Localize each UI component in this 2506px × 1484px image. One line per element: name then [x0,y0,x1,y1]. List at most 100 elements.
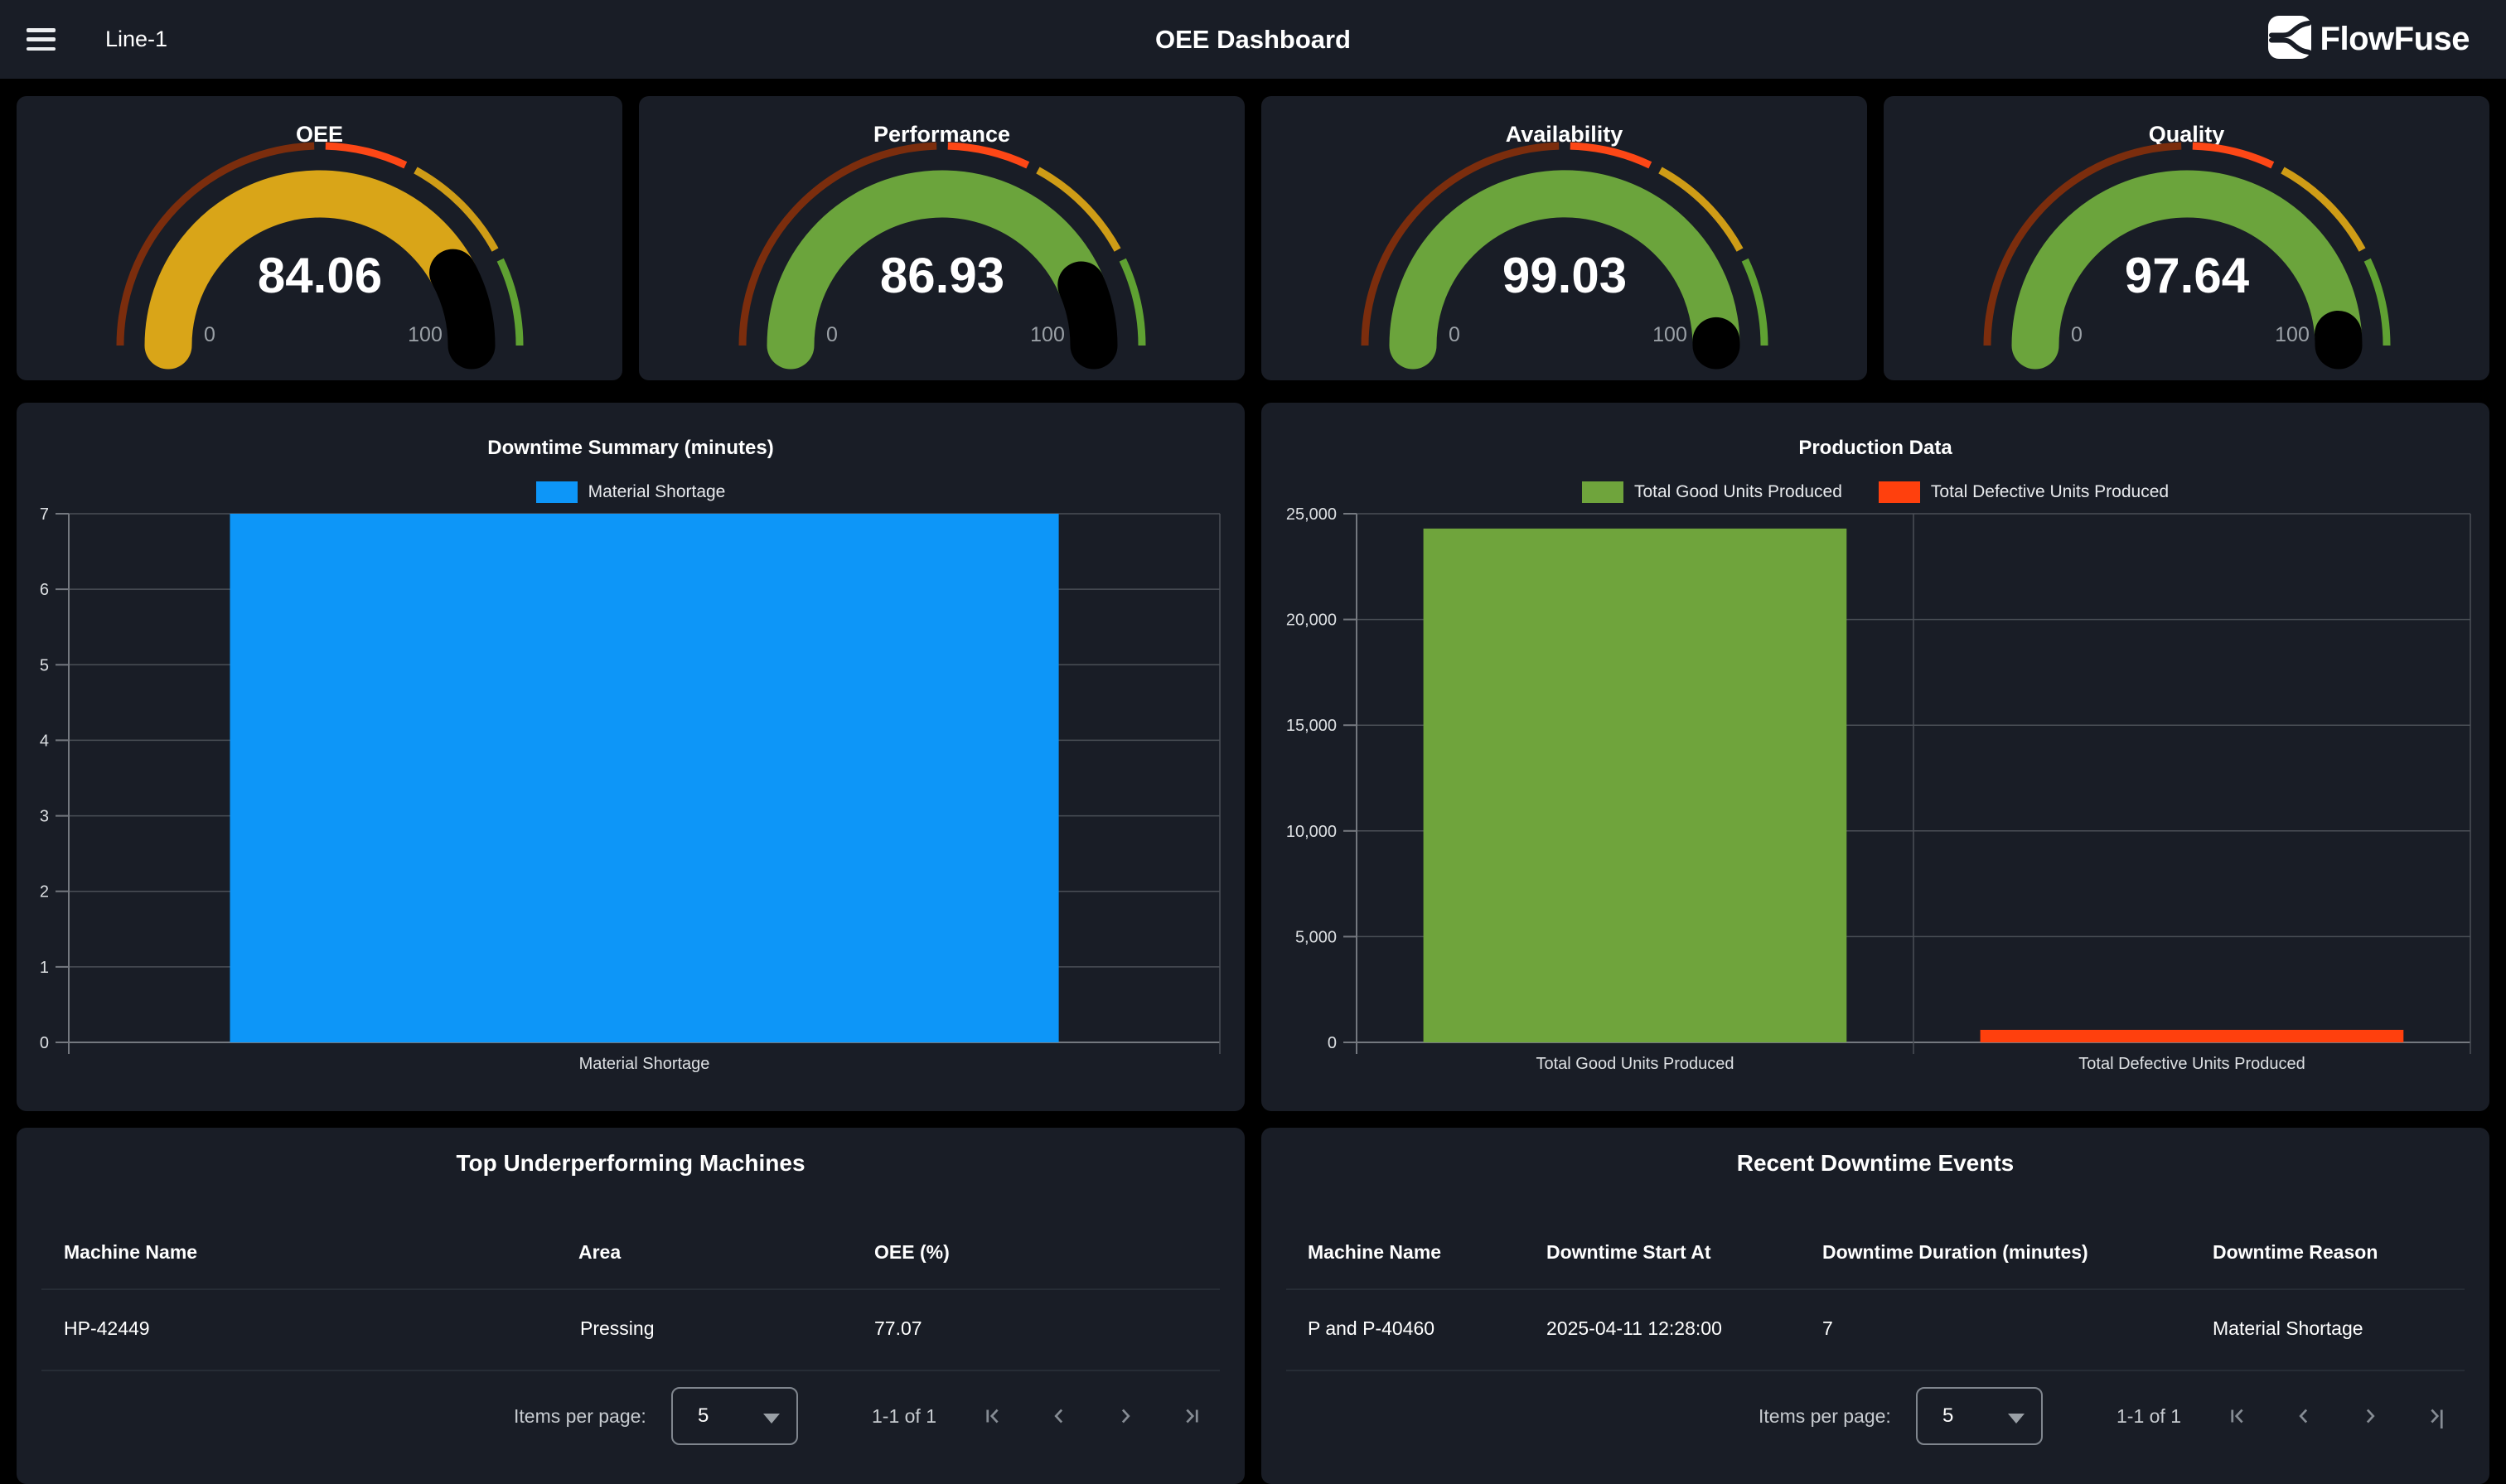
availability-gauge: 99.03 0 100 [1261,138,1867,380]
svg-text:15,000: 15,000 [1286,717,1337,735]
production-data-card: Production Data Total Good Units Produce… [1261,403,2489,1111]
recent-downtime-events-card: Recent Downtime Events Machine Name Down… [1261,1128,2489,1484]
svg-text:7: 7 [40,505,49,524]
menu-icon[interactable] [27,28,56,51]
page-title: OEE Dashboard [1155,25,1351,54]
cell-machine-name: HP-42449 [64,1317,150,1339]
flowfuse-logo[interactable]: FlowFuse [2267,0,2470,79]
column-header-area: Area [578,1241,622,1263]
gauge-card-quality: Quality 97.64 0 100 [1884,96,2489,380]
gauge-title: Availability [1505,122,1623,147]
quality-gauge: 97.64 0 100 [1884,138,2489,380]
items-per-page-label: Items per page: [1759,1404,1891,1427]
column-header-machine-name: Machine Name [1308,1241,1442,1263]
svg-text:0: 0 [40,1034,49,1052]
table-title: Top Underperforming Machines [456,1150,806,1176]
gauge-title: Performance [873,122,1011,147]
gauge-title: OEE [295,122,344,147]
cell-downtime-start: 2025-04-11 12:28:00 [1546,1317,1722,1339]
svg-text:97.64: 97.64 [2124,248,2249,303]
chart-legend: Total Good Units Produced Total Defectiv… [1261,481,2489,503]
svg-text:20,000: 20,000 [1286,611,1337,630]
column-header-oee-pct: OEE (%) [874,1241,950,1263]
legend-label: Material Shortage [588,482,726,501]
table-pagination: Items per page: 5 1-1 of 1 [1261,1387,2489,1453]
svg-text:0: 0 [1449,323,1460,346]
svg-text:25,000: 25,000 [1286,505,1337,524]
svg-text:99.03: 99.03 [1502,248,1626,303]
performance-gauge: 86.93 0 100 [639,138,1245,380]
next-page-icon[interactable] [1113,1404,1138,1428]
svg-text:Total Good Units Produced: Total Good Units Produced [1536,1055,1734,1073]
cell-oee-pct: 77.07 [874,1317,922,1339]
svg-text:5,000: 5,000 [1295,928,1337,946]
svg-text:84.06: 84.06 [257,248,381,303]
svg-text:100: 100 [1030,323,1065,346]
gauge-title: Quality [2148,122,2225,147]
svg-text:100: 100 [408,323,443,346]
column-header-downtime-reason: Downtime Reason [2213,1241,2378,1263]
cell-machine-name: P and P-40460 [1308,1317,1435,1339]
legend-swatch [1878,481,1920,503]
cell-downtime-duration: 7 [1822,1317,1833,1339]
svg-text:6: 6 [40,581,49,599]
svg-text:Material Shortage: Material Shortage [579,1055,710,1073]
divider [1286,1370,2465,1371]
group-label: Line-1 [105,27,168,51]
items-per-page-value: 5 [698,1404,709,1427]
page-range-label: 1-1 of 1 [2117,1404,2181,1427]
legend-swatch [1581,481,1623,503]
first-page-icon[interactable] [2225,1404,2250,1428]
table-title: Recent Downtime Events [1736,1150,2015,1176]
column-header-downtime-start: Downtime Start At [1546,1241,1711,1263]
svg-text:100: 100 [1652,323,1687,346]
cell-area: Pressing [580,1317,655,1339]
chart-row: Downtime Summary (minutes) Material Shor… [17,403,2489,1111]
cell-downtime-reason: Material Shortage [2213,1317,2363,1339]
svg-text:0: 0 [2071,323,2083,346]
flowfuse-logo-icon [2267,16,2311,63]
page-range-label: 1-1 of 1 [872,1404,936,1427]
table-pagination: Items per page: 5 1-1 of 1 [17,1387,1245,1453]
items-per-page-select[interactable]: 5 [1916,1387,2043,1445]
next-page-icon[interactable] [2358,1404,2383,1428]
column-header-machine-name: Machine Name [64,1241,198,1263]
svg-text:0: 0 [1328,1034,1337,1052]
items-per-page-select[interactable]: 5 [671,1387,798,1445]
legend-item-defective-units[interactable]: Total Defective Units Produced [1878,481,2170,503]
divider [41,1370,1220,1371]
legend-label: Total Defective Units Produced [1930,482,2170,501]
chart-title: Downtime Summary (minutes) [487,437,774,459]
gauge-row: OEE 84.06 0 100 Performance 86.93 0 100 Avai… [17,96,2489,380]
svg-text:100: 100 [2275,323,2310,346]
svg-text:0: 0 [204,323,215,346]
svg-text:10,000: 10,000 [1286,823,1337,841]
chart-legend: Material Shortage [17,481,1245,503]
items-per-page-value: 5 [1942,1404,1954,1427]
flowfuse-logo-text: FlowFuse [2320,21,2470,57]
previous-page-icon[interactable] [2291,1404,2316,1428]
gauge-card-oee: OEE 84.06 0 100 [17,96,622,380]
first-page-icon[interactable] [980,1404,1005,1428]
production-bar-chart: 0 5,000 10,000 15,000 20,000 25,000 Total Good… [1261,403,2489,1111]
downtime-bar-chart: 0 1 2 3 4 5 6 7 Material Shortage [17,403,1245,1111]
divider [1286,1288,2465,1290]
chevron-down-icon [2008,1414,2025,1424]
chart-title: Production Data [1798,437,1952,459]
legend-item-good-units[interactable]: Total Good Units Produced [1581,481,1842,503]
svg-text:5: 5 [40,656,49,674]
items-per-page-label: Items per page: [514,1404,646,1427]
legend-item-material-shortage[interactable]: Material Shortage [535,481,726,503]
svg-text:4: 4 [40,732,49,750]
oee-gauge: 84.06 0 100 [17,138,622,380]
downtime-summary-card: Downtime Summary (minutes) Material Shor… [17,403,1245,1111]
previous-page-icon[interactable] [1047,1404,1072,1428]
gauge-card-performance: Performance 86.93 0 100 [639,96,1245,380]
svg-text:1: 1 [40,959,49,977]
app-bar: Line-1 OEE Dashboard FlowFuse [0,0,2506,79]
column-header-downtime-duration: Downtime Duration (minutes) [1822,1241,2088,1263]
last-page-icon[interactable] [2424,1404,2449,1428]
svg-text:Total Defective Units Produced: Total Defective Units Produced [2078,1055,2305,1073]
top-underperforming-machines-card: Top Underperforming Machines Machine Nam… [17,1128,1245,1484]
last-page-icon[interactable] [1179,1404,1204,1428]
